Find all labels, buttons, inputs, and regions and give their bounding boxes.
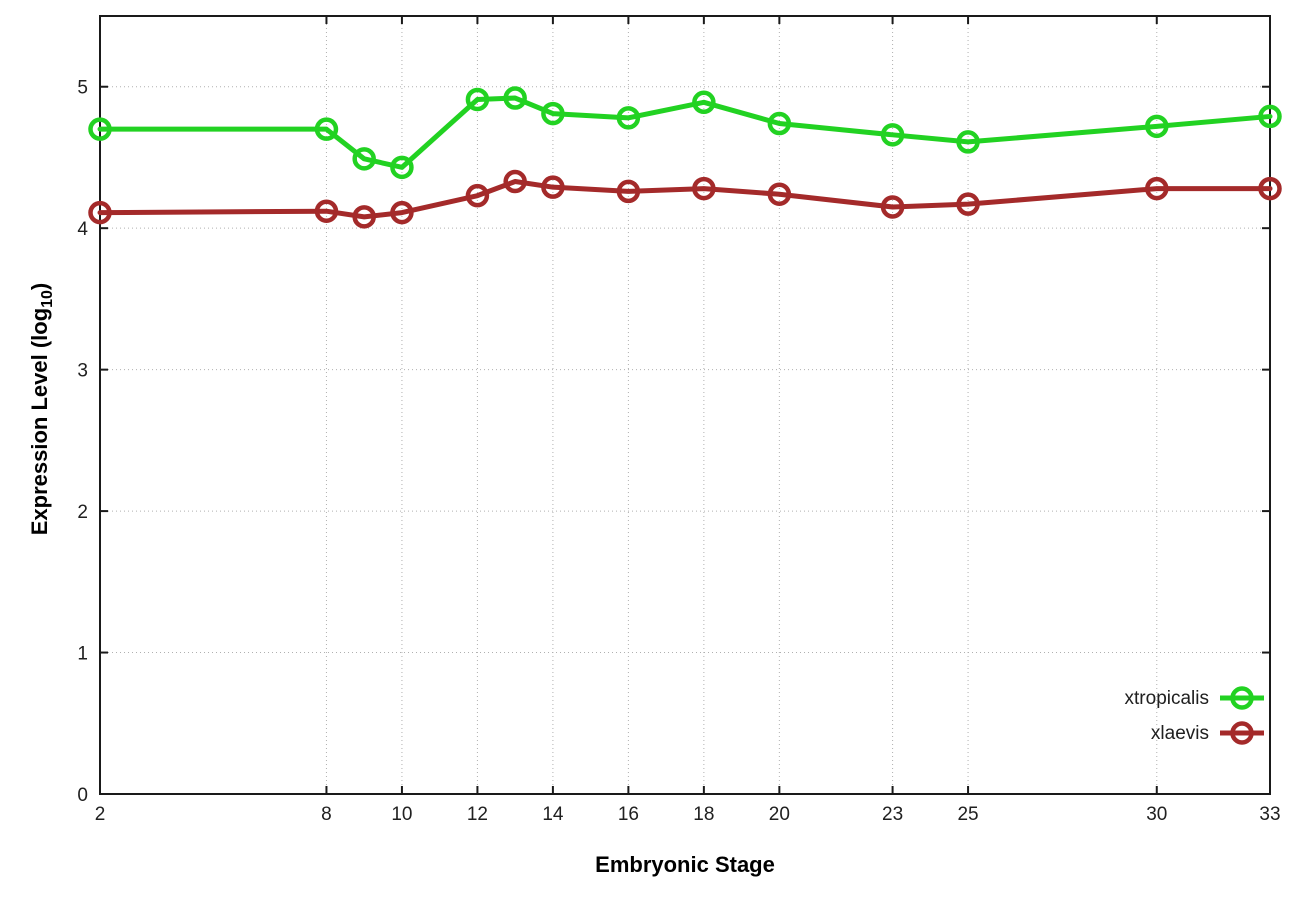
- data-point-xlaevis: [692, 176, 716, 201]
- legend-item-xtropicalis: xtropicalis: [1125, 684, 1266, 712]
- x-tick-label: 18: [693, 804, 714, 825]
- data-point-xtropicalis: [880, 123, 905, 147]
- data-point-xtropicalis: [1258, 104, 1282, 129]
- data-point-xtropicalis: [314, 117, 339, 141]
- y-axis-title: Expression Level (log10): [27, 209, 57, 609]
- data-point-xlaevis: [465, 183, 490, 208]
- series-line-xtropicalis: [97, 95, 1273, 170]
- data-point-xlaevis: [880, 195, 905, 219]
- data-point-xlaevis: [1258, 176, 1282, 201]
- data-point-xtropicalis: [541, 101, 565, 126]
- x-tick-label: 14: [542, 804, 564, 825]
- y-axis-title-text: Expression Level (log: [27, 307, 52, 536]
- y-tick-label: 4: [77, 219, 88, 240]
- legend-marker-xlaevis: [1220, 721, 1264, 745]
- series-line-xlaevis: [97, 179, 1273, 220]
- data-point-xlaevis: [503, 169, 527, 194]
- data-point-xtropicalis: [616, 106, 641, 130]
- y-tick-label: 3: [77, 361, 88, 382]
- data-point-xlaevis: [314, 199, 339, 223]
- data-point-xtropicalis: [767, 111, 792, 136]
- data-point-xtropicalis: [352, 147, 376, 171]
- data-point-xtropicalis: [956, 130, 980, 154]
- legend-marker-xtropicalis: [1220, 686, 1264, 710]
- x-tick-label: 2: [95, 804, 106, 825]
- y-axis-title-subscript: 10: [39, 290, 56, 308]
- y-tick-label: 1: [77, 644, 88, 665]
- legend: xtropicalis xlaevis: [1125, 684, 1266, 747]
- legend-label: xlaevis: [1150, 722, 1209, 744]
- legend-item-xlaevis: xlaevis: [1151, 719, 1266, 747]
- x-tick-label: 33: [1259, 804, 1280, 825]
- x-tick-label: 30: [1146, 804, 1167, 825]
- data-point-xtropicalis: [390, 155, 414, 180]
- x-tick-label: 16: [618, 804, 639, 825]
- data-point-xlaevis: [1145, 176, 1169, 201]
- data-point-xtropicalis: [503, 86, 527, 110]
- data-point-xtropicalis: [88, 117, 112, 141]
- axis-border: [99, 15, 1271, 795]
- y-tick-label: 5: [77, 78, 88, 99]
- data-point-xlaevis: [88, 200, 112, 225]
- x-tick-label: 25: [957, 804, 978, 825]
- x-axis-title: Embryonic Stage: [595, 852, 775, 877]
- x-tick-label: 10: [391, 804, 412, 825]
- data-point-xtropicalis: [692, 90, 716, 115]
- data-point-xlaevis: [352, 205, 376, 229]
- y-axis-title-suffix: ): [27, 282, 52, 291]
- data-point-xlaevis: [541, 175, 565, 199]
- data-point-xtropicalis: [465, 87, 490, 112]
- data-point-xlaevis: [390, 200, 414, 225]
- data-point-xlaevis: [767, 182, 792, 206]
- x-tick-label: 20: [769, 804, 790, 825]
- data-point-xlaevis: [616, 179, 641, 204]
- y-tick-label: 0: [77, 785, 88, 806]
- legend-label: xtropicalis: [1124, 687, 1209, 709]
- x-tick-label: 12: [467, 804, 488, 825]
- data-point-xlaevis: [956, 192, 980, 216]
- x-tick-label: 23: [882, 804, 903, 825]
- x-tick-label: 8: [321, 804, 332, 825]
- y-tick-label: 2: [77, 502, 88, 523]
- data-point-xtropicalis: [1145, 114, 1169, 139]
